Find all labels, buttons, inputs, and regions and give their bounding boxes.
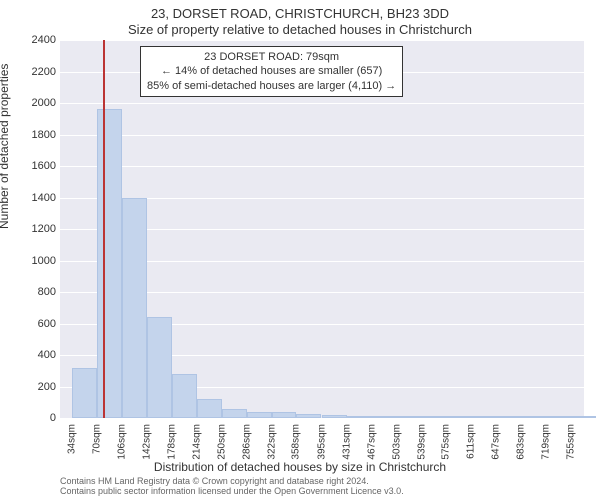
histogram-bar xyxy=(496,416,521,418)
x-tick-label: 286sqm xyxy=(241,424,252,460)
x-tick-label: 214sqm xyxy=(191,424,202,460)
marker-line xyxy=(103,40,105,418)
histogram-bar xyxy=(247,412,272,418)
x-tick-label: 70sqm xyxy=(92,424,103,454)
histogram-bar xyxy=(272,412,297,418)
x-tick-label: 142sqm xyxy=(142,424,153,460)
x-axis-label: Distribution of detached houses by size … xyxy=(0,460,600,474)
histogram-bar xyxy=(147,317,172,418)
y-tick-label: 1400 xyxy=(16,192,56,204)
x-tick-label: 755sqm xyxy=(565,424,576,460)
x-tick-label: 575sqm xyxy=(441,424,452,460)
x-tick-label: 503sqm xyxy=(391,424,402,460)
x-tick-label: 250sqm xyxy=(216,424,227,460)
histogram-bar xyxy=(471,416,496,418)
footer-line-1: Contains HM Land Registry data © Crown c… xyxy=(60,476,404,486)
x-tick-label: 611sqm xyxy=(466,424,477,459)
y-tick-label: 1000 xyxy=(16,255,56,267)
histogram-bar xyxy=(571,416,596,418)
x-tick-label: 358sqm xyxy=(291,424,302,460)
chart-container: 23, DORSET ROAD, CHRISTCHURCH, BH23 3DD … xyxy=(0,0,600,500)
annotation-box: 23 DORSET ROAD: 79sqm← 14% of detached h… xyxy=(140,46,403,97)
x-tick-label: 431sqm xyxy=(341,424,352,460)
histogram-bar xyxy=(222,409,247,418)
x-tick-label: 178sqm xyxy=(166,424,177,460)
y-tick-label: 800 xyxy=(16,286,56,298)
histogram-bar xyxy=(296,414,321,418)
chart-subtitle: Size of property relative to detached ho… xyxy=(0,22,600,37)
x-tick-label: 719sqm xyxy=(540,424,551,460)
y-tick-label: 0 xyxy=(16,412,56,424)
plot-area: 23 DORSET ROAD: 79sqm← 14% of detached h… xyxy=(60,40,584,418)
x-tick-label: 34sqm xyxy=(67,424,78,454)
histogram-bar xyxy=(397,416,422,418)
histogram-bar xyxy=(446,416,471,418)
x-tick-label: 322sqm xyxy=(266,424,277,460)
histogram-bar xyxy=(521,416,546,418)
gridline xyxy=(60,418,584,419)
histogram-bar xyxy=(97,109,122,418)
histogram-bar xyxy=(322,415,347,418)
y-tick-label: 2000 xyxy=(16,97,56,109)
footer-line-2: Contains public sector information licen… xyxy=(60,486,404,496)
gridline xyxy=(60,166,584,167)
histogram-bar xyxy=(372,416,397,418)
histogram-bar xyxy=(422,416,447,418)
histogram-bar xyxy=(197,399,222,418)
y-tick-label: 1600 xyxy=(16,160,56,172)
y-axis-label: Number of detached properties xyxy=(0,64,11,229)
histogram-bar xyxy=(347,416,372,418)
y-tick-label: 400 xyxy=(16,349,56,361)
x-tick-label: 395sqm xyxy=(317,424,328,460)
x-tick-label: 539sqm xyxy=(416,424,427,460)
histogram-bar xyxy=(122,198,147,419)
gridline xyxy=(60,103,584,104)
chart-title: 23, DORSET ROAD, CHRISTCHURCH, BH23 3DD xyxy=(0,6,600,21)
histogram-bar xyxy=(72,368,97,418)
gridline xyxy=(60,40,584,41)
annotation-line-3: 85% of semi-detached houses are larger (… xyxy=(147,79,396,93)
y-tick-label: 200 xyxy=(16,381,56,393)
annotation-line-2: ← 14% of detached houses are smaller (65… xyxy=(147,64,396,78)
x-tick-label: 647sqm xyxy=(491,424,502,460)
y-tick-label: 1200 xyxy=(16,223,56,235)
histogram-bar xyxy=(172,374,197,418)
histogram-bar xyxy=(546,416,571,418)
x-tick-label: 467sqm xyxy=(366,424,377,460)
y-tick-label: 1800 xyxy=(16,129,56,141)
x-tick-label: 683sqm xyxy=(516,424,527,460)
gridline xyxy=(60,135,584,136)
x-tick-label: 106sqm xyxy=(117,424,128,460)
annotation-line-1: 23 DORSET ROAD: 79sqm xyxy=(147,50,396,64)
y-tick-label: 2200 xyxy=(16,66,56,78)
y-tick-label: 2400 xyxy=(16,34,56,46)
footer-attribution: Contains HM Land Registry data © Crown c… xyxy=(60,476,404,497)
y-tick-label: 600 xyxy=(16,318,56,330)
